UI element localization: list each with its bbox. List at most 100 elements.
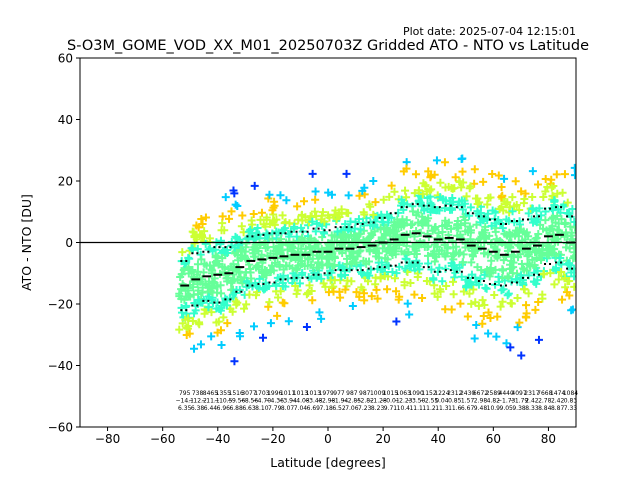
data-point xyxy=(557,215,566,224)
bin-label: 8.87 xyxy=(551,405,565,412)
data-point xyxy=(558,295,567,304)
data-point xyxy=(506,239,515,248)
data-point xyxy=(543,250,552,259)
data-point xyxy=(278,279,287,288)
data-point xyxy=(381,254,390,263)
data-point xyxy=(190,232,199,241)
data-point xyxy=(433,234,442,243)
data-point xyxy=(207,308,216,317)
data-point xyxy=(470,165,479,174)
bin-label: 11.6 xyxy=(448,405,462,412)
data-point xyxy=(205,234,214,243)
data-point xyxy=(447,252,456,261)
data-point xyxy=(454,224,463,233)
data-point xyxy=(551,218,560,227)
data-point xyxy=(312,219,321,228)
data-point xyxy=(378,244,387,253)
data-point xyxy=(511,229,520,238)
bin-label: 4.82 xyxy=(487,398,501,405)
data-point xyxy=(178,248,187,257)
data-point xyxy=(562,243,571,252)
data-point xyxy=(177,270,186,279)
data-point xyxy=(419,239,428,248)
data-point xyxy=(227,207,236,216)
data-point xyxy=(427,265,436,274)
data-point xyxy=(259,333,268,342)
data-point xyxy=(269,203,278,212)
data-point xyxy=(413,208,422,217)
data-point xyxy=(436,178,445,187)
data-point xyxy=(438,277,447,286)
data-point xyxy=(250,181,259,190)
data-point xyxy=(497,286,506,295)
data-point xyxy=(264,194,273,203)
bin-label: 7.23 xyxy=(358,405,372,412)
bin-label: 1996 xyxy=(267,390,282,397)
data-point xyxy=(570,252,576,261)
data-point xyxy=(291,254,300,263)
data-point xyxy=(486,193,495,202)
data-point xyxy=(188,316,197,325)
data-point xyxy=(280,224,289,233)
data-point xyxy=(511,177,520,186)
data-point xyxy=(430,257,439,266)
data-point xyxy=(407,260,416,269)
data-point xyxy=(567,265,576,274)
data-point xyxy=(500,197,509,206)
data-point xyxy=(380,272,389,281)
bin-label: 1009 xyxy=(370,390,385,397)
data-point xyxy=(310,242,319,251)
data-point xyxy=(498,265,507,274)
bin-label: −2.82 xyxy=(356,398,375,405)
data-point xyxy=(528,167,537,176)
data-point xyxy=(534,230,543,239)
bin-count-labels: 795−14.16.35 738−12.26.38 8465−11.16.44 135… xyxy=(176,390,579,412)
data-point xyxy=(285,262,294,271)
bin-label: 2.98 xyxy=(474,398,488,405)
plot-date: Plot date: 2025-07-04 12:15:01 xyxy=(403,25,576,38)
bin-label: 4440 xyxy=(499,390,514,397)
data-point xyxy=(391,240,400,249)
data-point xyxy=(427,185,436,194)
data-point xyxy=(355,247,364,256)
data-point xyxy=(462,275,471,284)
data-point xyxy=(570,163,576,172)
data-point xyxy=(278,298,287,307)
data-point xyxy=(237,222,246,231)
data-point xyxy=(219,313,228,322)
y-tick-label: 40 xyxy=(58,113,73,127)
data-point xyxy=(209,299,218,308)
data-point xyxy=(276,287,285,296)
data-point xyxy=(330,232,339,241)
data-point xyxy=(401,254,410,263)
data-point xyxy=(528,192,537,201)
data-point xyxy=(491,207,500,216)
data-point xyxy=(510,218,519,227)
data-point xyxy=(441,216,450,225)
data-point xyxy=(342,169,351,178)
data-point xyxy=(194,318,203,327)
data-point xyxy=(223,249,232,258)
data-point xyxy=(300,197,309,206)
data-point xyxy=(392,317,401,326)
data-point xyxy=(408,207,417,216)
data-point xyxy=(355,230,364,239)
data-point xyxy=(528,255,537,264)
data-point xyxy=(397,195,406,204)
data-point xyxy=(538,294,547,303)
data-point xyxy=(554,205,563,214)
data-point xyxy=(490,291,499,300)
data-point xyxy=(200,309,209,318)
data-point xyxy=(478,319,487,328)
data-point xyxy=(425,186,434,195)
data-point xyxy=(309,263,318,272)
x-tick-label: 40 xyxy=(431,432,446,446)
bin-label: −0.01 xyxy=(381,398,400,405)
data-point xyxy=(178,280,187,289)
data-point xyxy=(290,222,299,231)
bin-label: 11.2 xyxy=(422,405,436,412)
data-point xyxy=(246,225,255,234)
data-point xyxy=(354,215,363,224)
data-point xyxy=(214,317,223,326)
data-point xyxy=(554,275,563,284)
